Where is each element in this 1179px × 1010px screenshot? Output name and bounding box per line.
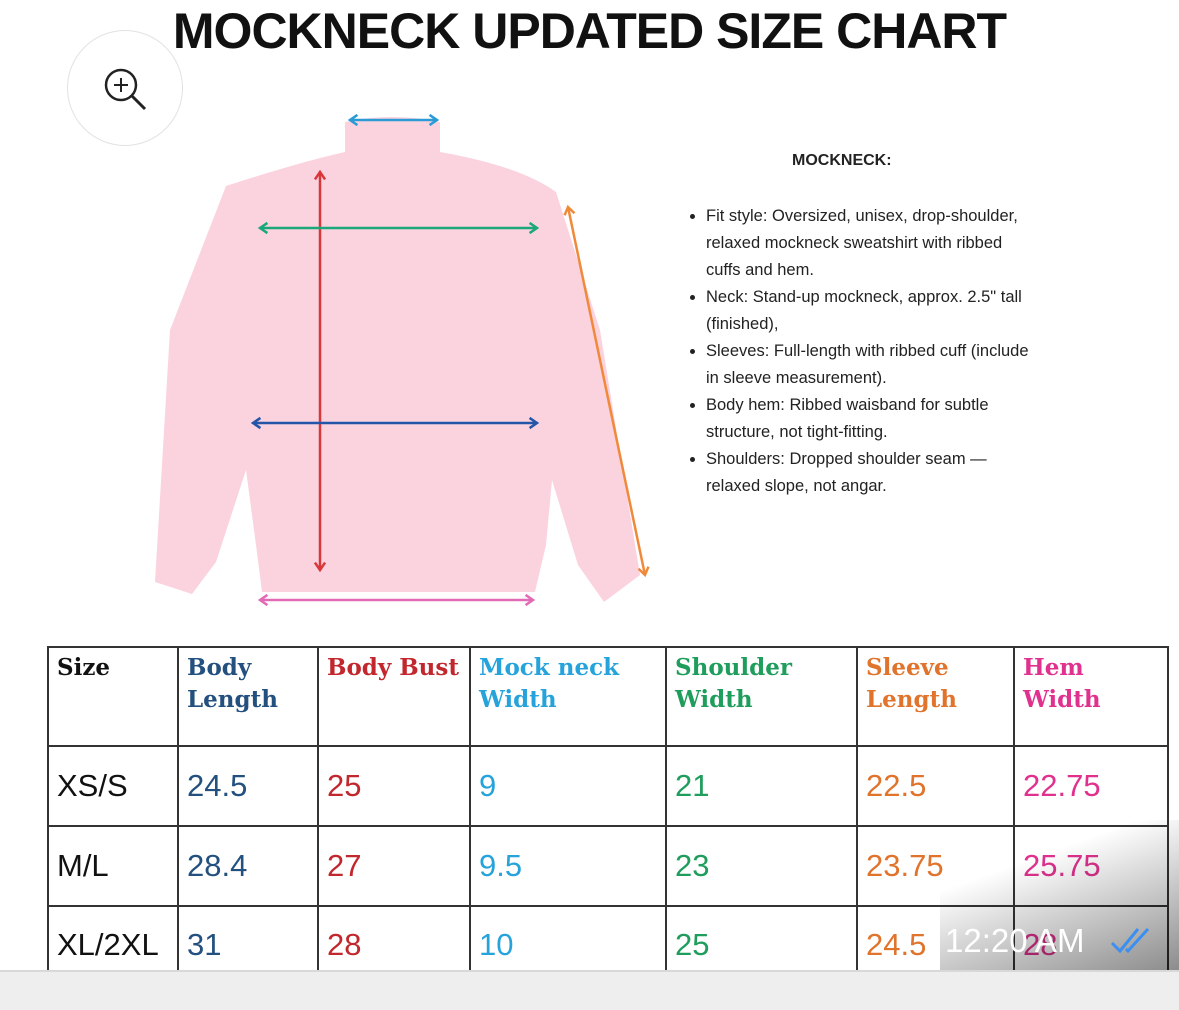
measure-arrows <box>250 113 650 607</box>
arrow-head <box>428 113 440 127</box>
column-header: Mock neck Width <box>469 646 667 747</box>
arrow-head <box>524 593 536 607</box>
arrow-line <box>566 206 647 576</box>
detail-item: Shoulders: Dropped shoulder seam — relax… <box>706 446 1041 500</box>
arrow-head <box>528 221 540 235</box>
size-value: 9.5 <box>469 825 667 907</box>
detail-item: Body hem: Ribbed waisband for subtle str… <box>706 392 1041 446</box>
header-row: Size Body Length Body Bust Mock neck Width S… <box>47 646 1169 747</box>
chat-bar <box>0 970 1179 1010</box>
details-list: Fit style: Oversized, unisex, drop-shoul… <box>688 203 1041 500</box>
details-heading: MOCKNECK: <box>792 152 892 169</box>
chart-title: MOCKNECK UPDATED SIZE CHART <box>172 3 1007 59</box>
column-header: Body Length <box>177 646 319 747</box>
zoom-button[interactable] <box>68 31 182 145</box>
image-shade <box>940 820 1179 970</box>
size-value: 22.5 <box>856 745 1015 827</box>
column-header: Body Bust <box>317 646 471 747</box>
detail-item: Neck: Stand-up mockneck, approx. 2.5" ta… <box>706 284 1041 338</box>
size-label: M/L <box>47 825 179 907</box>
arrow-head <box>563 204 576 216</box>
size-value: 23.75 <box>856 825 1015 907</box>
column-header: Size <box>47 646 179 747</box>
size-value: 27 <box>317 825 471 907</box>
arrow-head <box>257 593 269 607</box>
size-value: 22.75 <box>1013 745 1169 827</box>
size-table: Size Body Length Body Bust Mock neck Width S… <box>47 646 1169 984</box>
detail-item: Sleeves: Full-length with ribbed cuff (i… <box>706 338 1041 392</box>
arrow-head <box>528 416 540 430</box>
arrow-head <box>250 416 262 430</box>
sweater <box>155 117 640 602</box>
size-value: 28.4 <box>177 825 319 907</box>
size-value: 25 <box>317 745 471 827</box>
message-time: 12:20 AM <box>945 922 1085 959</box>
size-value: 25.75 <box>1013 825 1169 907</box>
column-header: Sleeve Length <box>856 646 1015 747</box>
data-row: XS/S 24.5 25 9 21 22.5 22.75 <box>47 745 1169 827</box>
detail-item: Fit style: Oversized, unisex, drop-shoul… <box>706 203 1041 284</box>
size-value: 9 <box>469 745 667 827</box>
arrow-head <box>313 169 327 181</box>
zoom-icon <box>104 68 147 111</box>
size-label: XS/S <box>47 745 179 827</box>
arrow-head <box>313 561 327 573</box>
size-value: 21 <box>665 745 858 827</box>
size-value: 23 <box>665 825 858 907</box>
size-value: 24.5 <box>177 745 319 827</box>
column-header: Shoulder Width <box>665 646 858 747</box>
arrow-head <box>637 566 650 578</box>
column-header: Hem Width <box>1013 646 1169 747</box>
arrow-head <box>347 113 359 127</box>
arrow-head <box>257 221 269 235</box>
read-receipt <box>1110 927 1150 954</box>
sweater-diagram <box>155 113 650 607</box>
